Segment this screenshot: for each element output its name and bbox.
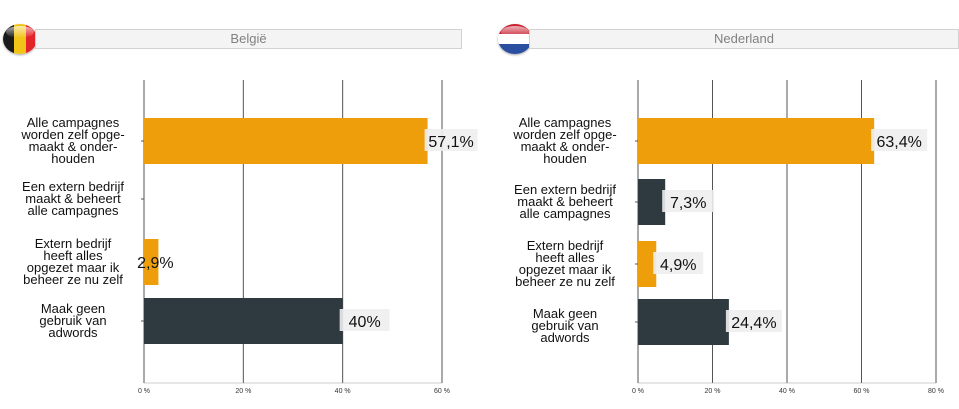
flag-stripe — [25, 24, 37, 54]
category-label: Extern bedrijf heeft alles opgezet maar ik… — [515, 238, 615, 289]
bar-chart-belgium: 0 % 20 % 40 % 60 % 57,1% 2,9% 40% — [137, 80, 478, 395]
category-label: Maak geen gebruik van adwords — [39, 301, 107, 340]
chart-panel-netherlands: Nederland Alle campagnes worden zelf opge… — [490, 0, 959, 409]
belgium-flag-icon — [3, 24, 37, 54]
flag-stripe — [498, 44, 532, 54]
category-label: Maak geen gebruik van adwords — [531, 306, 599, 345]
x-tick-label: 40 % — [335, 388, 351, 395]
x-tick-label: 40 % — [779, 388, 795, 395]
bar — [638, 299, 729, 345]
data-label-background — [424, 129, 478, 151]
netherlands-flag-icon — [498, 24, 532, 54]
category-label: Alle campagnes worden zelf opge-maakt & o… — [513, 115, 617, 166]
x-tick-label: 20 % — [235, 388, 251, 395]
chart-panel-belgium: België Alle campagnes worden zelf opge-ma… — [0, 0, 478, 409]
category-label: Een extern bedrijf maakt & beheert alle ca… — [514, 182, 616, 221]
data-label: 57,1% — [428, 134, 473, 151]
x-tick-label: 60 % — [854, 388, 870, 395]
data-label-background — [662, 190, 715, 212]
data-label: 4,9% — [660, 257, 696, 274]
data-label: 24,4% — [731, 315, 776, 332]
chart-title: Nederland — [529, 29, 959, 49]
bar — [144, 298, 343, 344]
flag-stripe — [3, 24, 15, 54]
data-label-background — [725, 310, 782, 332]
bar — [144, 239, 159, 285]
data-label: 63,4% — [876, 134, 921, 151]
x-tick-label: 0 % — [138, 388, 150, 395]
bar-chart-netherlands: 0 % 20 % 40 % 60 % 80 % 63,4% 7,3% 4,9% 24,4% — [632, 80, 944, 395]
bar — [638, 241, 657, 287]
flag-stripe — [14, 24, 26, 54]
x-tick-label: 80 % — [928, 388, 944, 395]
chart-title: België — [35, 29, 462, 49]
data-label: 40% — [349, 314, 381, 331]
bar — [638, 118, 875, 164]
category-label: Een extern bedrijf maakt & beheert alle ca… — [22, 179, 124, 218]
category-label: Extern bedrijf heeft alles opgezet maar ik… — [23, 236, 123, 287]
bar — [144, 118, 428, 164]
bar — [638, 179, 666, 225]
data-label-background — [653, 252, 704, 274]
x-tick-label: 0 % — [632, 388, 644, 395]
flag-stripe — [498, 34, 532, 44]
data-label-background — [871, 129, 928, 151]
data-label-background — [339, 309, 390, 331]
data-label: 7,3% — [670, 195, 706, 212]
x-tick-label: 20 % — [705, 388, 721, 395]
x-tick-label: 60 % — [434, 388, 450, 395]
data-label: 2,9% — [137, 255, 173, 272]
category-label: Alle campagnes worden zelf opge-maakt & o… — [21, 115, 125, 166]
